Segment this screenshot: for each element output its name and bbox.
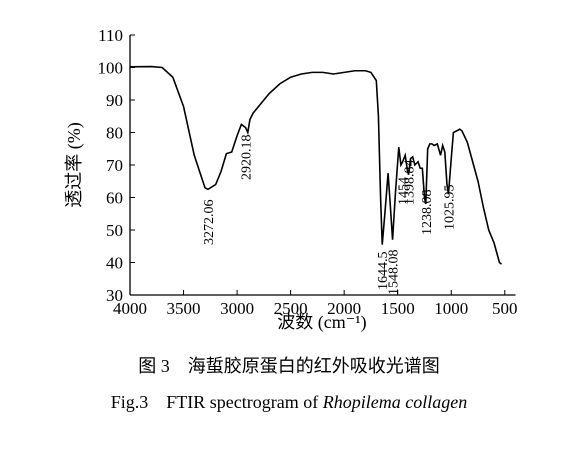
x-tick-label: 1500	[381, 299, 415, 318]
y-tick-label: 60	[106, 189, 123, 208]
y-tick-label: 50	[106, 221, 123, 240]
peak-label: 1644.5	[376, 252, 391, 291]
x-tick-label: 500	[492, 299, 518, 318]
x-tick-label: 3000	[220, 299, 254, 318]
x-tick-label: 2500	[274, 299, 308, 318]
x-tick-label: 1000	[434, 299, 468, 318]
spectrum-line	[129, 65, 503, 265]
y-tick-label: 70	[106, 156, 123, 175]
peak-label: 1548.08	[387, 250, 402, 296]
x-tick-label: 2000	[327, 299, 361, 318]
y-tick-label: 100	[98, 59, 124, 78]
peak-label: 2920.18	[240, 135, 255, 181]
caption-en-text: Fig.3 FTIR spectrogram of	[111, 392, 323, 412]
y-tick-label: 110	[98, 26, 123, 45]
x-axis-label: 波数 (cm⁻¹)	[277, 312, 366, 333]
y-tick-label: 90	[106, 91, 123, 110]
peak-label: 1398.84	[403, 160, 418, 206]
y-axis-label: 透过率 (%)	[64, 122, 85, 207]
x-tick-label: 4000	[113, 299, 147, 318]
x-tick-label: 3500	[167, 299, 201, 318]
caption-zh: 图 3 海蜇胶原蛋白的红外吸收光谱图	[138, 356, 440, 376]
caption-en: Fig.3 FTIR spectrogram of Rhopilema coll…	[111, 392, 467, 412]
peak-label: 1025.95	[442, 185, 457, 231]
y-tick-label: 40	[106, 254, 123, 273]
peak-label: 3272.06	[202, 200, 217, 246]
y-tick-label: 80	[106, 124, 123, 143]
peak-label: 1454	[397, 177, 412, 205]
caption-en-italic: Rhopilema collagen	[322, 392, 467, 412]
y-tick-label: 30	[106, 286, 123, 305]
peak-label: 1238.08	[420, 190, 435, 236]
